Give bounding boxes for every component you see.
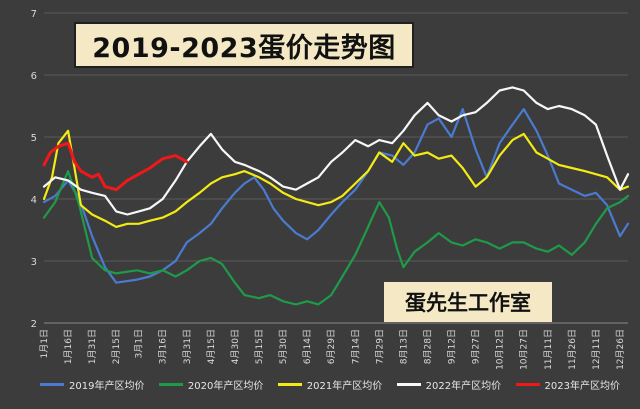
- x-tick-label: 6月29日: [326, 329, 337, 364]
- x-tick-label: 11月11日: [543, 329, 554, 370]
- legend-label: 2021年产区均价: [306, 380, 383, 392]
- series-line-2021年产区均价: [42, 129, 630, 228]
- legend-item: 2022年产区均价: [396, 377, 502, 392]
- series-line-2019年产区均价: [42, 107, 630, 284]
- x-tick-label: 4月15日: [206, 329, 217, 364]
- x-tick-label: 7月14日: [350, 329, 361, 364]
- x-tick-label: 12月11日: [591, 329, 602, 370]
- legend-item: 2021年产区均价: [277, 377, 383, 392]
- x-tick-label: 3月31日: [182, 329, 193, 364]
- x-tick-label: 7月29日: [374, 329, 385, 364]
- x-tick-label: 1月1日: [39, 329, 50, 358]
- x-tick-label: 4月30日: [230, 329, 241, 364]
- series-line-2022年产区均价: [42, 86, 630, 216]
- x-tick-label: 9月12日: [447, 329, 458, 364]
- x-tick-label: 8月28日: [422, 329, 433, 364]
- x-tick-label: 10月27日: [519, 329, 530, 370]
- chart-title: 2019-2023蛋价走势图: [92, 32, 396, 64]
- x-tick-label: 5月15日: [254, 329, 265, 364]
- legend-swatch: [396, 382, 421, 386]
- x-tick-label: 10月12日: [495, 329, 506, 370]
- legend-item: 2019年产区均价: [40, 377, 144, 392]
- y-tick-label: 7: [31, 9, 37, 20]
- legend-swatch: [158, 382, 183, 386]
- x-tick-label: 9月27日: [471, 329, 482, 364]
- legend-label: 2022年产区均价: [425, 380, 502, 392]
- legend-label: 2020年产区均价: [187, 380, 264, 392]
- y-tick-label: 6: [31, 71, 37, 82]
- series-line-2020年产区均价: [42, 170, 630, 306]
- watermark-box: 蛋先生工作室: [384, 282, 552, 322]
- x-tick-label: 3月16日: [158, 329, 169, 364]
- y-tick-label: 2: [31, 319, 37, 330]
- x-tick-label: 6月14日: [302, 329, 313, 364]
- legend-item: 2023年产区均价: [515, 377, 620, 392]
- legend-label: 2019年产区均价: [69, 380, 145, 392]
- series-line-2023年产区均价: [42, 141, 189, 192]
- x-tick-label: 2月15日: [111, 329, 122, 364]
- legend-swatch: [40, 382, 64, 386]
- x-axis: 1月1日 1月16日 1月31日 2月15日 3月1日 3月16日 3月31日 4月15日 4月…: [39, 322, 628, 370]
- watermark-text: 蛋先生工作室: [405, 291, 531, 315]
- x-tick-label: 1月16日: [63, 329, 74, 364]
- series-lines: [42, 86, 630, 306]
- x-tick-label: 8月13日: [398, 329, 409, 364]
- legend: 2019年产区均价 2020年产区均价 2021年产区均价 2022年产区均价 2023…: [40, 376, 620, 392]
- x-tick-label: 5月30日: [278, 329, 289, 364]
- x-tick-label: 11月26日: [567, 329, 578, 370]
- x-tick-label: 12月26日: [615, 329, 626, 370]
- legend-swatch: [515, 382, 540, 386]
- legend-label: 2023年产区均价: [544, 380, 620, 392]
- x-tick-label: 3月1日: [134, 329, 145, 358]
- y-tick-label: 3: [31, 257, 37, 268]
- y-tick-label: 5: [31, 133, 37, 144]
- legend-item: 2020年产区均价: [158, 377, 264, 392]
- y-tick-label: 4: [31, 195, 37, 206]
- legend-swatch: [277, 382, 302, 386]
- y-axis: 2 3 4 5 6 7: [31, 9, 37, 330]
- chart-title-box: 2019-2023蛋价走势图: [74, 22, 414, 68]
- x-tick-label: 1月31日: [87, 329, 98, 364]
